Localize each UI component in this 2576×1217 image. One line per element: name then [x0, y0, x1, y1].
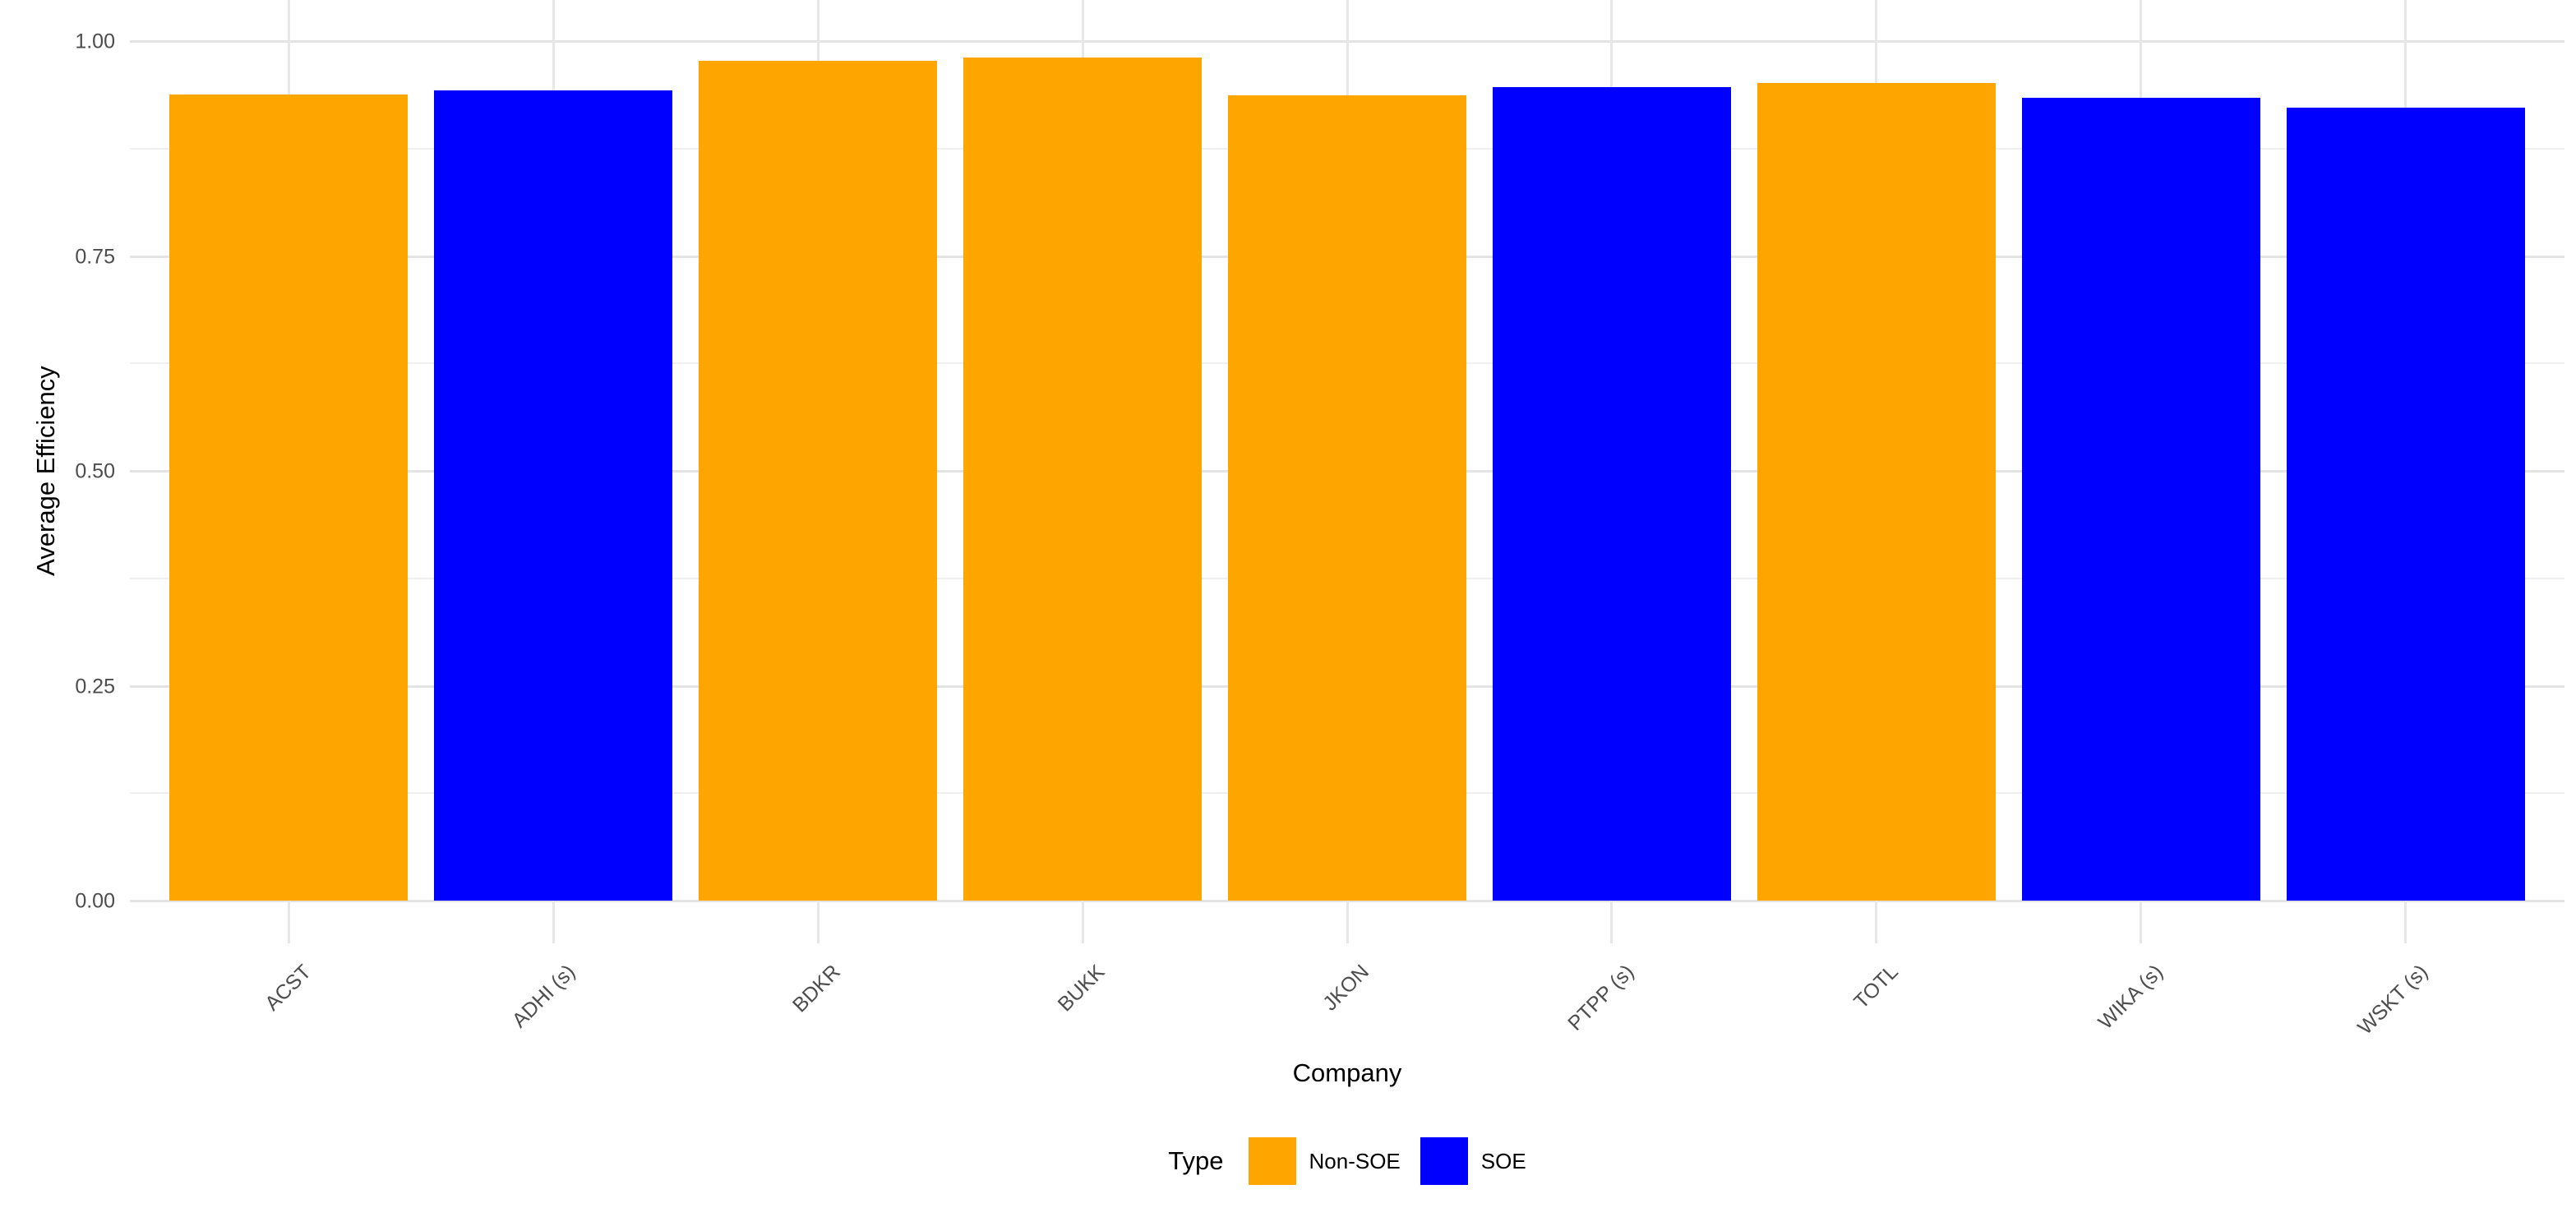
legend-title: Type: [1168, 1146, 1224, 1175]
x-tick-label: ACST: [260, 960, 316, 1016]
legend-swatch-soe: [1420, 1137, 1468, 1185]
plot-panel: [130, 0, 2564, 943]
bar-bdkr: [699, 61, 937, 901]
y-tick-label: 1.00: [75, 30, 115, 53]
bar-acst: [169, 94, 409, 901]
bar-wskt-s: [2286, 107, 2525, 901]
x-tick-label: PTPP (s): [1563, 960, 1639, 1035]
legend: Type Non-SOE SOE: [130, 1137, 2564, 1185]
legend-label: Non-SOE: [1309, 1148, 1401, 1173]
bar-bukk: [963, 57, 1202, 901]
bar-jkon: [1228, 95, 1466, 901]
x-tick-label: TOTL: [1849, 960, 1904, 1014]
bar-ptpp-s: [1493, 87, 1731, 901]
x-tick-label: ADHI (s): [507, 960, 580, 1033]
y-tick-label: 0.50: [75, 459, 115, 483]
bar-totl: [1757, 83, 1996, 901]
y-tick-label: 0.75: [75, 245, 115, 268]
x-tick-label: BDKR: [787, 960, 845, 1017]
x-tick-label: WSKT (s): [2353, 960, 2433, 1040]
x-axis-title: Company: [1292, 1058, 1402, 1087]
y-tick-label: 0.00: [75, 889, 115, 913]
bar-adhi-s: [434, 90, 672, 901]
legend-entry: SOE: [1420, 1137, 1526, 1185]
y-tick-label: 0.25: [75, 675, 115, 698]
x-tick-label: JKON: [1318, 960, 1374, 1016]
legend-entry: Non-SOE: [1248, 1137, 1401, 1185]
x-tick-label: WIKA (s): [2094, 960, 2168, 1035]
bar-wika-s: [2021, 98, 2260, 901]
legend-swatch-non-soe: [1248, 1137, 1296, 1185]
y-axis-title: Average Efficiency: [31, 366, 60, 576]
x-tick-label: BUKK: [1053, 960, 1110, 1016]
legend-label: SOE: [1480, 1148, 1526, 1173]
